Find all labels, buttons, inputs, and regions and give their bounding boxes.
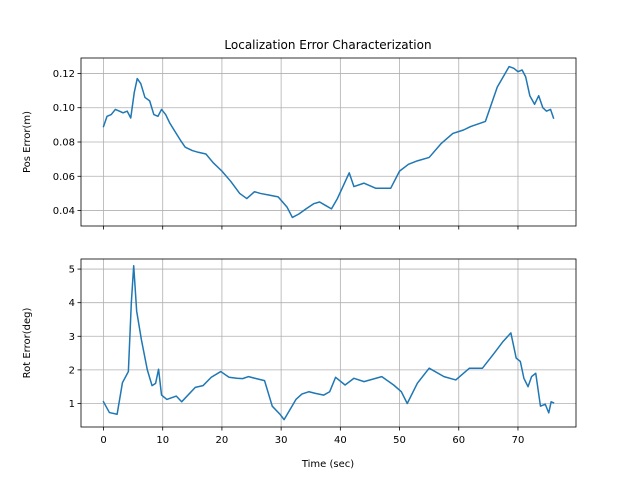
pos-error-series-line xyxy=(102,65,555,219)
rot-x-tick-label: 0 xyxy=(100,435,106,446)
rot-x-tick-label: 70 xyxy=(512,435,525,446)
rot-x-tick-label: 60 xyxy=(452,435,465,446)
pos-y-tick-label: 0.04 xyxy=(53,206,75,217)
pos-y-tick-label: 0.12 xyxy=(53,69,75,80)
rot-x-tick-label: 20 xyxy=(216,435,229,446)
pos-y-tick-label: 0.06 xyxy=(53,172,75,183)
rot-y-tick-label: 1 xyxy=(69,399,75,410)
rot-x-tick-label: 40 xyxy=(334,435,347,446)
rotation-error-panel: 0 10 20 30 40 50 60 70 1 2 3 4 5 Rot Error(deg) xyxy=(22,258,577,446)
pos-y-tick-label: 0.08 xyxy=(53,138,75,149)
rot-y-tick-label: 2 xyxy=(69,365,75,376)
chart-title: Localization Error Characterization xyxy=(224,38,431,52)
rot-x-tick-label: 30 xyxy=(275,435,288,446)
rot-error-series-line xyxy=(102,264,555,421)
x-axis-label: Time (sec) xyxy=(301,459,354,470)
rot-y-tick-label: 4 xyxy=(69,298,75,309)
pos-y-axis-label: Pos Error(m) xyxy=(22,111,33,173)
rot-x-tick-label: 50 xyxy=(393,435,406,446)
position-error-panel: 0.04 0.06 0.08 0.10 0.12 Pos Error(m) xyxy=(22,57,577,230)
rot-y-tick-label: 5 xyxy=(69,265,75,276)
rot-y-axis-label: Rot Error(deg) xyxy=(22,308,33,379)
pos-y-tick-label: 0.10 xyxy=(53,103,75,114)
rot-y-tick-label: 3 xyxy=(69,332,75,343)
rot-axes-frame xyxy=(80,258,577,428)
rot-x-tick-label: 10 xyxy=(156,435,169,446)
